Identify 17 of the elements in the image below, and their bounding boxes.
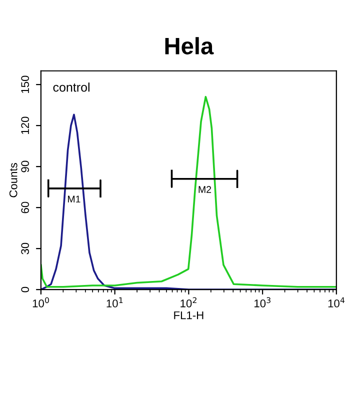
y-tick-label: 120 <box>21 116 30 134</box>
y-tick-label: 150 <box>21 76 30 93</box>
chart-title: Hela <box>165 37 214 54</box>
annotation: M1 <box>68 196 80 202</box>
x-tick-label: 10$^{0}$ <box>32 297 49 308</box>
y-axis-title: Counts <box>9 163 18 198</box>
y-tick-label: 30 <box>21 242 30 254</box>
x-tick-label: 10$^{1}$ <box>106 297 123 308</box>
annotation: control <box>53 82 90 92</box>
y-tick-label: 90 <box>21 160 30 172</box>
annotation: M2 <box>198 186 212 193</box>
y-tick-label: 60 <box>21 202 30 214</box>
x-tick-label: 10$^{4}$ <box>328 297 345 308</box>
x-tick-label: 10$^{3}$ <box>254 297 270 308</box>
x-tick-label: 10$^{2}$ <box>180 297 196 308</box>
y-tick-label: 0 <box>21 286 30 292</box>
x-axis-title: FL1-H <box>174 311 204 320</box>
